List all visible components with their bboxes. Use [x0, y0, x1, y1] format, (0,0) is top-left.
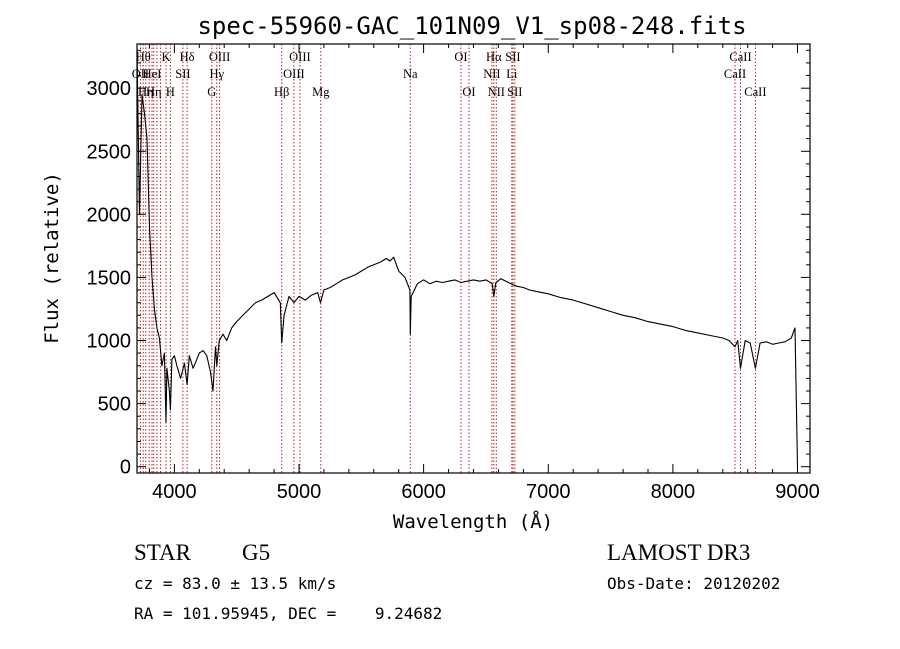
spectral-line-labels: HθOIIHηHeIHηKHSIIHδGHγOIIIHβOIIIOIIIMgNa… — [132, 50, 767, 99]
spectral-line-label: G — [207, 85, 216, 99]
y-tick-label: 1000 — [87, 331, 132, 353]
spectral-line-label: HeI — [143, 67, 162, 81]
y-tick-label: 2500 — [87, 141, 132, 163]
chart-title: spec-55960-GAC_101N09_V1_sp08-248.fits — [197, 12, 746, 40]
spectral-line-label: Hη — [138, 85, 154, 99]
spectral-line-label: Li — [506, 67, 518, 81]
spectrum-line — [136, 50, 799, 467]
spectral-line-label: SII — [507, 85, 522, 99]
spectral-line-label: Na — [403, 67, 418, 81]
spectral-line-label: OII — [132, 67, 149, 81]
spectral-line-label: H — [166, 85, 175, 99]
spectral-line-label: CaII — [729, 50, 751, 64]
spectral-line-label: NII — [488, 85, 505, 99]
spectral-line-label: Hβ — [274, 85, 289, 99]
y-axis-label: Flux (relative) — [41, 172, 63, 344]
spectral-line-label: Hδ — [180, 50, 195, 64]
observation-date: Obs-Date: 20120202 — [607, 574, 780, 593]
y-tick-label: 1500 — [87, 267, 132, 289]
plot-frame — [136, 43, 811, 474]
spectral-line-label: OIII — [209, 50, 231, 64]
spectral-line-label: K — [161, 50, 170, 64]
spectral-line-label: SII — [175, 67, 190, 81]
spectral-line-label: Hθ — [136, 50, 151, 64]
spectral-line-label: OIII — [283, 67, 305, 81]
x-tick-label: 6000 — [401, 481, 446, 503]
spectral-line-label: CaII — [744, 85, 766, 99]
x-tick-label: 4000 — [152, 481, 197, 503]
object-class: STAR — [134, 540, 192, 565]
spectral-line-label: OI — [454, 50, 467, 64]
object-subclass: G5 — [242, 540, 270, 565]
x-tick-label: 7000 — [526, 481, 571, 503]
spectral-line-label: SII — [505, 50, 520, 64]
spectral-line-label: NII — [483, 67, 500, 81]
spectrum-series — [136, 50, 799, 467]
y-tick-label: 500 — [98, 394, 131, 416]
x-tick-label: 9000 — [775, 481, 820, 503]
spectral-line-label: Hγ — [210, 67, 225, 81]
spectral-line-label: Hη — [146, 85, 162, 99]
x-tick-label: 8000 — [651, 481, 696, 503]
spectral-line-label: OIII — [289, 50, 311, 64]
spectral-line-label: CaII — [724, 67, 746, 81]
spectral-line-label: Mg — [312, 85, 330, 99]
redshift-info: cz = 83.0 ± 13.5 km/s — [134, 574, 336, 593]
coordinates: RA = 101.95945, DEC = 9.24682 — [134, 604, 442, 623]
x-tick-label: 5000 — [277, 481, 322, 503]
x-axis-label: Wavelength (Å) — [393, 510, 553, 533]
spectral-line-label: Hα — [486, 50, 502, 64]
axis-ticks: 4000 5000 6000 7000 8000 9000 0 500 1000 1500 2000… — [87, 44, 820, 503]
spectral-line-markers — [139, 44, 756, 473]
survey-name: LAMOST DR3 — [607, 540, 750, 565]
spectral-line-label: OI — [462, 85, 475, 99]
y-tick-label: 3000 — [87, 78, 132, 100]
y-tick-label: 0 — [120, 457, 131, 479]
y-tick-label: 2000 — [87, 204, 132, 226]
